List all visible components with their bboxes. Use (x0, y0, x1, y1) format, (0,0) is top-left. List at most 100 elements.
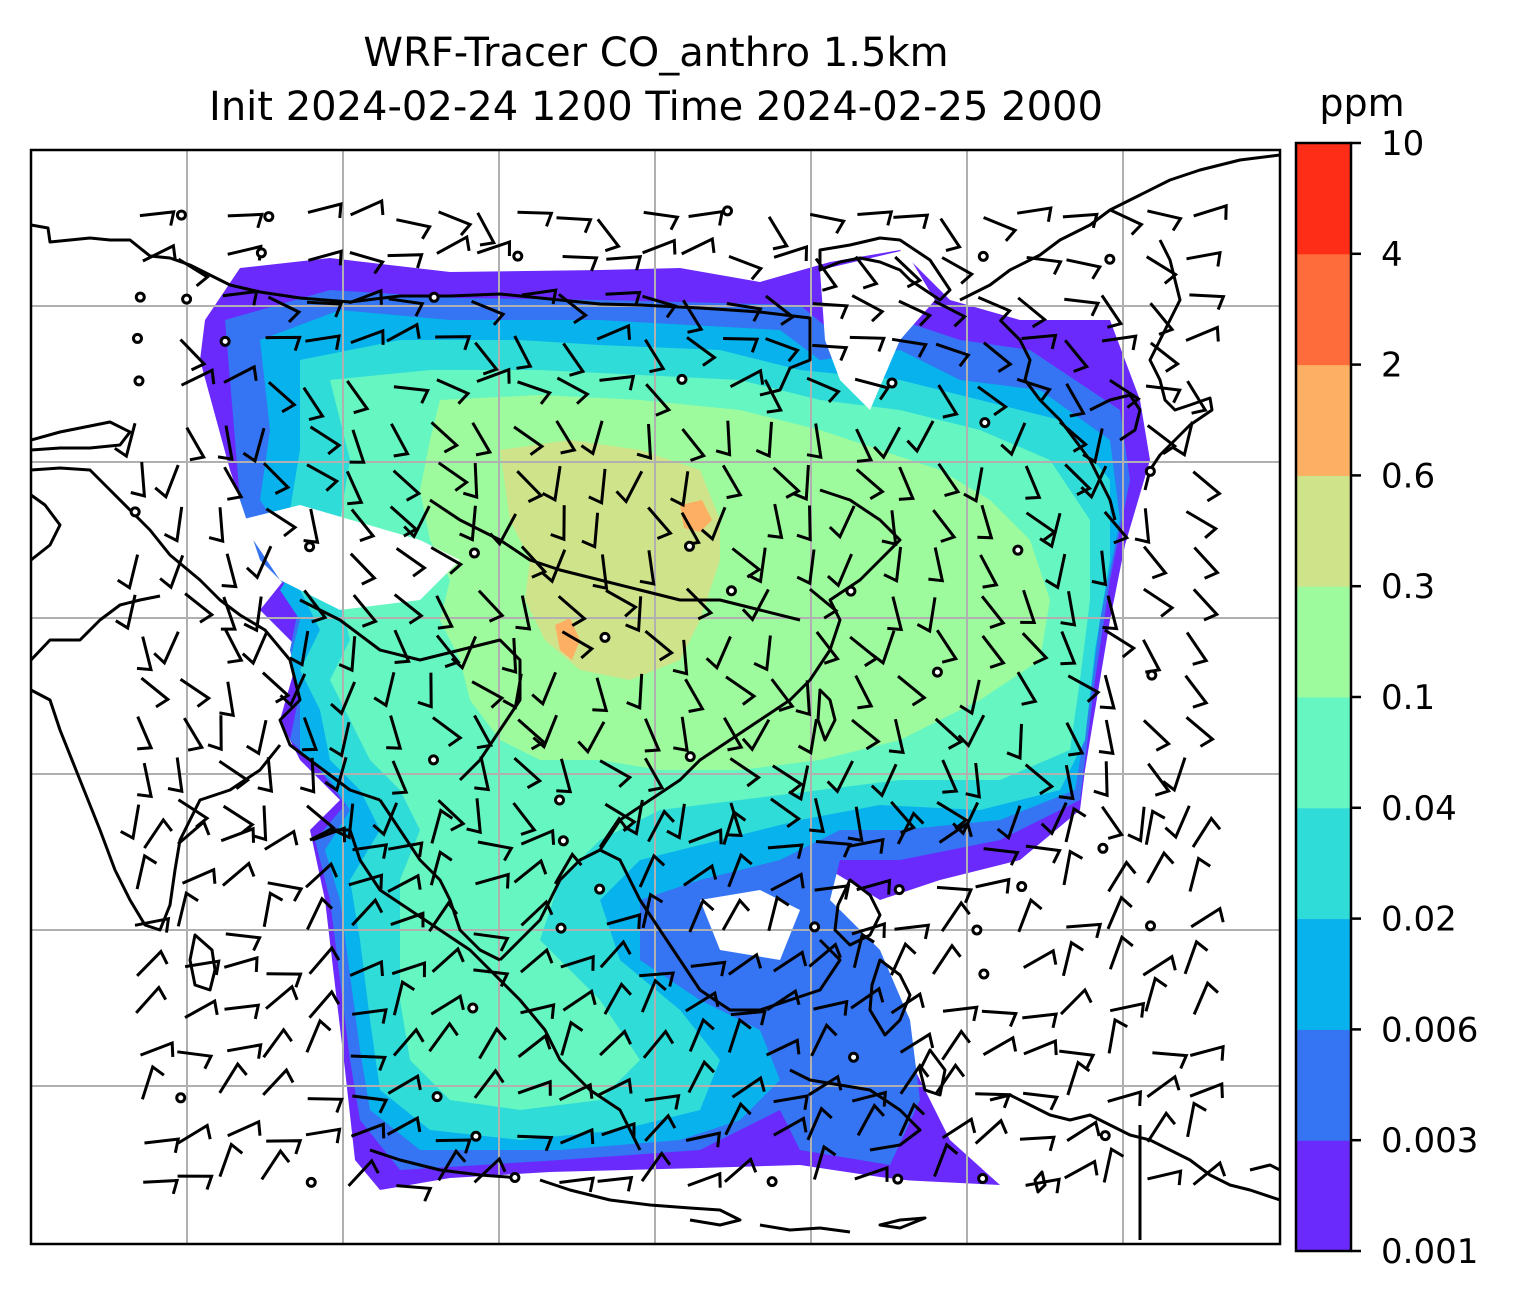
calm-marker (263, 211, 275, 223)
wind-barb (136, 949, 169, 977)
calm-marker (175, 209, 187, 221)
wind-barb (1109, 1001, 1146, 1018)
wind-barb (541, 465, 562, 503)
wind-barb (809, 797, 826, 834)
wind-barb (279, 673, 307, 708)
wind-barb (615, 470, 644, 505)
colorbar-tick-label: 0.001 (1381, 1232, 1478, 1272)
wind-barb (601, 1121, 636, 1139)
wind-barb (681, 236, 716, 256)
wind-barb (135, 853, 158, 890)
wind-barb (933, 1142, 959, 1178)
wind-barb (1146, 850, 1175, 884)
calm-wind-markers (129, 205, 1158, 1188)
calm-marker (181, 293, 193, 305)
wind-barb (598, 816, 629, 848)
wind-barb (346, 380, 370, 415)
wind-barb (520, 828, 556, 846)
wind-barb (1109, 379, 1141, 409)
wind-barb (245, 545, 273, 580)
wind-barb (348, 288, 383, 305)
wind-barb (559, 1127, 595, 1145)
wind-barb (854, 377, 891, 401)
wind-barb (1059, 420, 1089, 453)
wind-barb (1145, 255, 1179, 285)
calm-marker (977, 250, 989, 262)
wind-barb (741, 718, 771, 752)
wind-barb (435, 1138, 472, 1154)
wind-barb (352, 843, 389, 859)
wind-barb (304, 861, 339, 889)
wind-barb (983, 847, 1020, 866)
wind-barb (516, 470, 544, 503)
wind-barb (896, 810, 925, 845)
wind-barb (1067, 674, 1101, 703)
wind-barb (644, 718, 662, 753)
colorbar-band (1296, 364, 1351, 476)
wind-barb (606, 255, 643, 271)
wind-barb (1024, 465, 1042, 500)
wind-barb (890, 991, 925, 1015)
wind-barb (1006, 723, 1023, 761)
wind-barb (260, 1148, 291, 1181)
wind-barb (941, 759, 959, 794)
wind-barb (224, 1003, 261, 1020)
wind-barb (458, 505, 477, 542)
wind-barb (1000, 422, 1027, 457)
wind-barb (303, 508, 320, 544)
wind-barb (686, 336, 717, 367)
wind-barb (687, 1171, 722, 1188)
field-gap-4 (31, 1170, 1251, 1244)
wind-barb (393, 629, 411, 664)
wind-barb (1059, 1049, 1096, 1069)
wind-barb (941, 1028, 971, 1061)
wind-barb (981, 634, 1006, 669)
wind-barb (478, 1026, 507, 1060)
wind-barb (136, 636, 153, 672)
wind-barb (815, 840, 853, 858)
colorbar-label: ppm (1319, 81, 1404, 125)
wind-barb (647, 506, 673, 540)
wind-barb (558, 1082, 594, 1102)
wind-barb (521, 288, 558, 305)
wind-barb (1066, 922, 1103, 939)
wind-barb (428, 1021, 459, 1053)
wind-barb (899, 1031, 935, 1054)
calm-marker (979, 417, 991, 429)
wind-barb (227, 244, 263, 261)
wind-barb (753, 635, 772, 672)
wind-barb (450, 635, 477, 671)
wind-barb (137, 762, 153, 799)
wind-barb (513, 756, 543, 790)
wind-barb (1020, 589, 1037, 625)
wind-barb (741, 588, 770, 623)
wind-barb (625, 596, 643, 633)
wind-barb (437, 461, 470, 492)
calm-marker (129, 506, 141, 518)
wind-barb (519, 947, 554, 974)
wind-barb (1142, 639, 1162, 674)
wind-barb (810, 1022, 838, 1057)
wind-barb (849, 837, 885, 854)
wind-barb (393, 385, 430, 404)
wind-barb (1146, 1074, 1181, 1099)
wind-barb (977, 296, 1013, 323)
calm-marker (134, 291, 146, 303)
wind-barb (977, 504, 994, 540)
wind-barb (307, 202, 343, 219)
wind-barb (185, 426, 207, 462)
wind-barb (139, 210, 176, 226)
wind-barb (556, 216, 593, 234)
wind-barb (115, 594, 137, 631)
wind-barb (851, 294, 885, 323)
wind-barb (937, 462, 961, 498)
wind-barb (684, 678, 705, 713)
wind-barb (301, 716, 319, 752)
wind-barb (540, 549, 567, 584)
wind-barb (795, 680, 812, 717)
wind-barb (605, 290, 642, 307)
wind-barb (177, 257, 210, 288)
wind-barb (306, 896, 334, 931)
wind-barb (517, 1134, 554, 1152)
wind-barb (116, 554, 140, 591)
